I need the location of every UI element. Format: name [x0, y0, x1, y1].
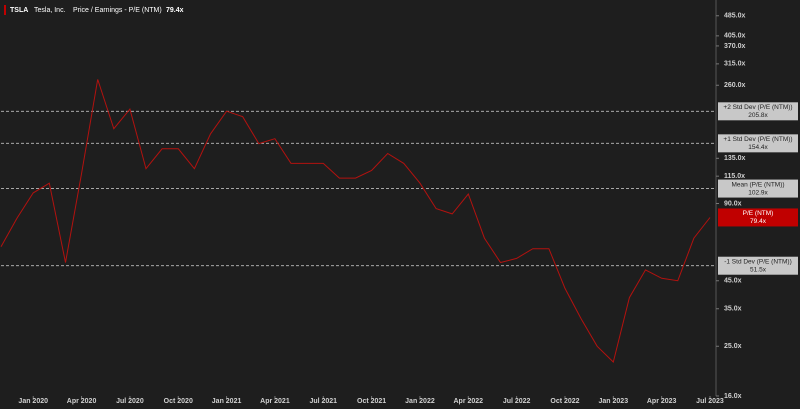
reference-label-box — [718, 134, 798, 153]
x-tick-label: Apr 2022 — [454, 398, 484, 405]
ticker: TSLA — [10, 7, 28, 14]
reference-value: 102.9x — [748, 189, 768, 196]
x-tick-label: Apr 2021 — [260, 398, 290, 405]
x-tick-label: Jan 2020 — [18, 398, 48, 405]
header-value: 79.4x — [166, 7, 184, 14]
ticker-marker — [4, 5, 6, 15]
current-value: 79.4x — [750, 218, 767, 225]
price-line — [0, 79, 711, 363]
x-tick-label: Jul 2022 — [503, 398, 531, 405]
x-tick-label: Jan 2022 — [405, 398, 435, 405]
y-tick-label: 135.0x — [724, 155, 746, 162]
y-tick-label: 315.0x — [724, 61, 746, 68]
current-label-box — [718, 208, 798, 227]
company: Tesla, Inc. — [34, 7, 66, 14]
y-tick-label: 25.0x — [724, 343, 742, 350]
y-tick-label: 485.0x — [724, 13, 746, 20]
x-tick-label: Oct 2021 — [357, 398, 386, 405]
y-tick-label: 370.0x — [724, 43, 746, 50]
reference-value: 51.5x — [750, 266, 767, 273]
reference-label-box — [718, 102, 798, 121]
reference-value: 154.4x — [748, 144, 768, 151]
reference-label: -1 Std Dev (P/E (NTM)) — [724, 258, 792, 265]
y-tick-label: 115.0x — [724, 173, 745, 180]
x-tick-label: Jan 2023 — [599, 398, 629, 405]
y-tick-label: 260.0x — [724, 82, 746, 89]
reference-label-box — [718, 179, 798, 198]
y-tick-label: 90.0x — [724, 200, 742, 207]
y-tick-label: 405.0x — [724, 33, 746, 40]
chart-title: Price / Earnings - P/E (NTM) — [73, 7, 162, 14]
reference-label: Mean (P/E (NTM)) — [731, 181, 784, 188]
y-tick-label: 45.0x — [724, 278, 742, 285]
y-tick-label: 35.0x — [724, 306, 742, 313]
x-tick-label: Apr 2020 — [67, 398, 97, 405]
reference-label-box — [718, 256, 798, 275]
y-tick-label: 16.0x — [724, 393, 742, 400]
x-tick-label: Jan 2021 — [212, 398, 242, 405]
reference-label: +2 Std Dev (P/E (NTM)) — [723, 104, 792, 111]
current-label: P/E (NTM) — [743, 210, 774, 217]
x-tick-label: Apr 2023 — [647, 398, 677, 405]
reference-label: +1 Std Dev (P/E (NTM)) — [723, 136, 792, 143]
x-tick-label: Oct 2020 — [164, 398, 193, 405]
x-tick-label: Oct 2022 — [550, 398, 579, 405]
x-tick-label: Jul 2023 — [696, 398, 724, 405]
reference-value: 205.8x — [748, 112, 768, 119]
x-tick-label: Jul 2020 — [116, 398, 144, 405]
x-tick-label: Jul 2021 — [309, 398, 337, 405]
